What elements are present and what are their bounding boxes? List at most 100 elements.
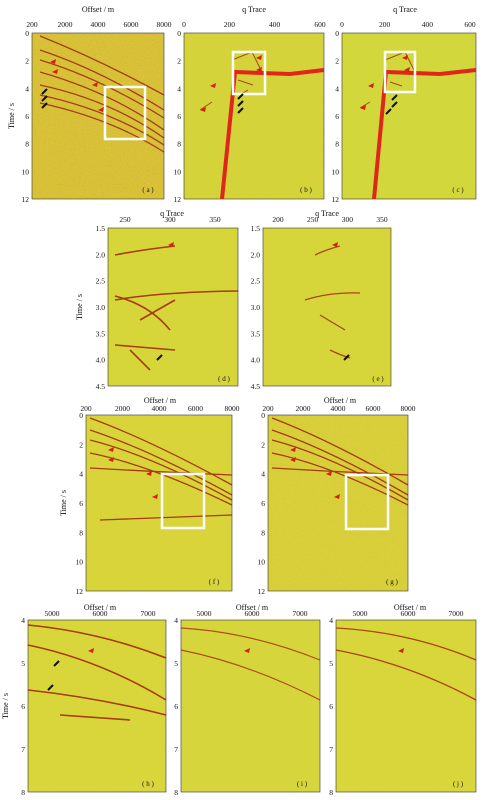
panel-e-xlabel: q Trace [315, 209, 339, 218]
y-tick-label: 8 [21, 788, 25, 797]
y-tick-label: 4.0 [96, 356, 106, 365]
y-tick-label: 1.5 [96, 224, 106, 233]
y-tick-label: 6 [329, 702, 333, 711]
y-tick-label: 1.5 [251, 224, 261, 233]
y-tick-label: 6 [25, 112, 29, 121]
x-tick-label: 200 [26, 20, 38, 29]
y-tick-label: 3.5 [96, 329, 106, 338]
y-tick-label: 8 [329, 788, 333, 797]
x-tick-label: 200 [262, 404, 274, 413]
x-tick-label: 8000 [157, 20, 172, 29]
y-tick-label: 3.0 [96, 303, 106, 312]
y-tick-label: 8 [261, 528, 265, 537]
panel-j: Offset / m 5000 6000 7000 4 5 6 7 8 ( j ) [329, 603, 477, 797]
panel-c-xlabel: q Trace [393, 5, 417, 14]
x-tick-label: 250 [119, 215, 131, 224]
x-tick-label: 6000 [401, 609, 416, 618]
panel-g-xlabel: Offset / m [324, 396, 357, 405]
x-tick-label: 200 [272, 215, 284, 224]
y-tick-label: 2.0 [251, 250, 261, 259]
y-tick-label: 8 [174, 788, 178, 797]
x-tick-label: 6000 [245, 609, 260, 618]
x-tick-label: 350 [209, 215, 221, 224]
x-tick-label: 5000 [197, 609, 212, 618]
panel-c-yticks: 0 2 4 6 8 10 12 [332, 29, 340, 204]
y-tick-label: 2 [177, 57, 181, 66]
panel-d-yticks: 1.5 2.0 2.5 3.0 3.5 4.0 4.5 [96, 224, 106, 391]
panel-b-yticks: 0 2 4 6 8 10 12 [174, 29, 182, 204]
panel-g: Offset / m 200 2000 4000 6000 8000 0 2 4 6 8 10 12… [258, 396, 416, 596]
x-tick-label: 400 [269, 20, 281, 29]
panel-a-label: ( a ) [142, 186, 154, 194]
y-tick-label: 2 [261, 440, 265, 449]
panel-d-label: ( d ) [218, 375, 230, 383]
panel-c-xticks: 0 200 400 600 [340, 20, 476, 29]
y-tick-label: 12 [174, 195, 182, 204]
x-tick-label: 6000 [366, 404, 381, 413]
panel-j-xlabel: Offset / m [394, 603, 427, 612]
panel-d-xticks: 250 300 350 [119, 215, 221, 224]
y-tick-label: 2 [25, 57, 29, 66]
y-tick-label: 6 [174, 702, 178, 711]
y-tick-label: 2.5 [96, 277, 106, 286]
y-tick-label: 2.5 [251, 277, 261, 286]
y-tick-label: 7 [329, 745, 333, 754]
panel-e: q Trace 200 250 300 350 1.5 2.0 2.5 3.0 3.5 4.0 4… [251, 209, 392, 391]
panel-f: Offset / m Time / s 200 2000 4000 6000 8000 … [59, 396, 240, 596]
y-tick-label: 6 [335, 112, 339, 121]
x-tick-label: 8000 [401, 404, 416, 413]
panel-a-xticks: 200 2000 4000 6000 8000 [26, 20, 171, 29]
x-tick-label: 300 [342, 215, 354, 224]
y-tick-label: 0 [335, 29, 339, 38]
panel-c: q Trace 0 200 400 600 0 2 4 6 8 10 12 ( c ) [332, 5, 477, 204]
panel-h: Offset / m Time / s 5000 6000 7000 4 5 6 7 8 (… [1, 603, 167, 797]
x-tick-label: 400 [422, 20, 434, 29]
panel-e-label: ( e ) [372, 375, 384, 383]
panel-h-xlabel: Offset / m [84, 603, 117, 612]
panel-e-xticks: 200 250 300 350 [272, 215, 388, 224]
x-tick-label: 600 [464, 20, 476, 29]
y-tick-label: 3.0 [251, 303, 261, 312]
x-tick-label: 8000 [225, 404, 240, 413]
x-tick-label: 300 [164, 215, 176, 224]
y-tick-label: 5 [329, 659, 333, 668]
panel-f-yticks: 0 2 4 6 8 10 12 [76, 411, 84, 596]
y-tick-label: 10 [174, 167, 182, 176]
panel-g-label: ( g ) [386, 578, 398, 586]
y-tick-label: 4 [79, 470, 83, 479]
panel-a-ylabel: Time / s [7, 103, 16, 129]
x-tick-label: 200 [80, 404, 92, 413]
panel-j-xticks: 5000 6000 7000 [353, 609, 464, 618]
y-tick-label: 8 [79, 528, 83, 537]
x-tick-label: 5000 [353, 609, 368, 618]
x-tick-label: 0 [340, 20, 344, 29]
y-tick-label: 5 [174, 659, 178, 668]
y-tick-label: 0 [25, 29, 29, 38]
x-tick-label: 2000 [296, 404, 311, 413]
x-tick-label: 7000 [293, 609, 308, 618]
y-tick-label: 8 [25, 140, 29, 149]
panel-b-label: ( b ) [300, 186, 312, 194]
x-tick-label: 4000 [331, 404, 346, 413]
x-tick-label: 200 [379, 20, 391, 29]
panel-i: Offset / m 5000 6000 7000 4 5 6 7 8 ( i ) [174, 603, 321, 797]
y-tick-label: 3.5 [251, 329, 261, 338]
y-tick-label: 6 [21, 702, 25, 711]
panel-d-ylabel: Time / s [75, 294, 84, 320]
panel-g-xticks: 200 2000 4000 6000 8000 [262, 404, 415, 413]
x-tick-label: 250 [307, 215, 319, 224]
panel-f-label: ( f ) [209, 578, 220, 586]
y-tick-label: 8 [335, 140, 339, 149]
panel-b-xlabel: q Trace [242, 5, 266, 14]
x-tick-label: 6000 [124, 20, 139, 29]
y-tick-label: 6 [261, 499, 265, 508]
y-tick-label: 12 [332, 195, 340, 204]
y-tick-label: 4 [21, 616, 25, 625]
panel-b: q Trace 0 200 400 600 0 2 4 6 8 10 12 ( b ) [174, 5, 326, 204]
y-tick-label: 7 [21, 745, 25, 754]
y-tick-label: 10 [22, 167, 30, 176]
x-tick-label: 0 [182, 20, 186, 29]
y-tick-label: 2.0 [96, 250, 106, 259]
y-tick-label: 10 [76, 558, 84, 567]
y-tick-label: 4 [329, 616, 333, 625]
